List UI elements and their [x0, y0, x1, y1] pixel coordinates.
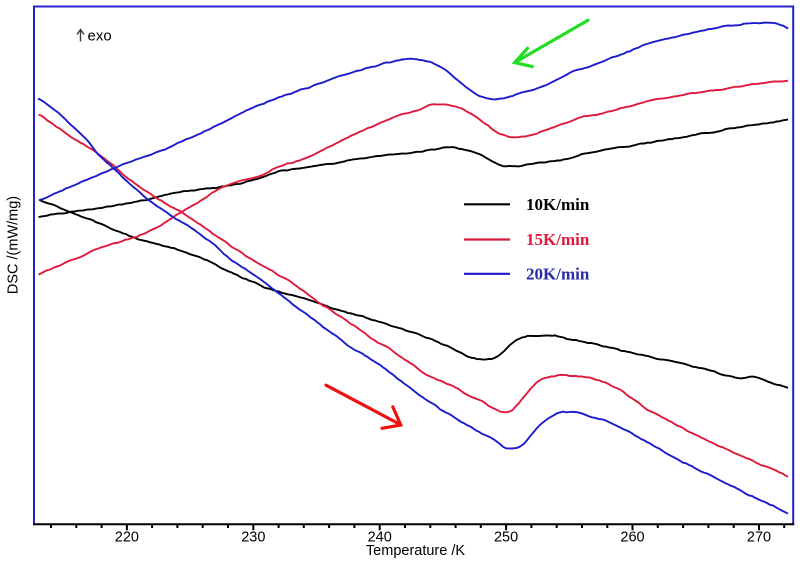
svg-text:230: 230 [241, 530, 265, 546]
svg-text:250: 250 [494, 530, 518, 546]
svg-text:exo: exo [88, 28, 112, 45]
svg-text:220: 220 [115, 530, 139, 546]
svg-text:260: 260 [620, 530, 644, 546]
svg-text:Temperature /K: Temperature /K [366, 543, 465, 559]
svg-text:270: 270 [747, 530, 771, 546]
svg-text:10K/min: 10K/min [526, 195, 590, 214]
svg-text:20K/min: 20K/min [526, 265, 590, 284]
svg-text:15K/min: 15K/min [526, 230, 590, 249]
svg-text:240: 240 [368, 530, 392, 546]
svg-text:DSC /(mW/mg): DSC /(mW/mg) [6, 196, 22, 294]
